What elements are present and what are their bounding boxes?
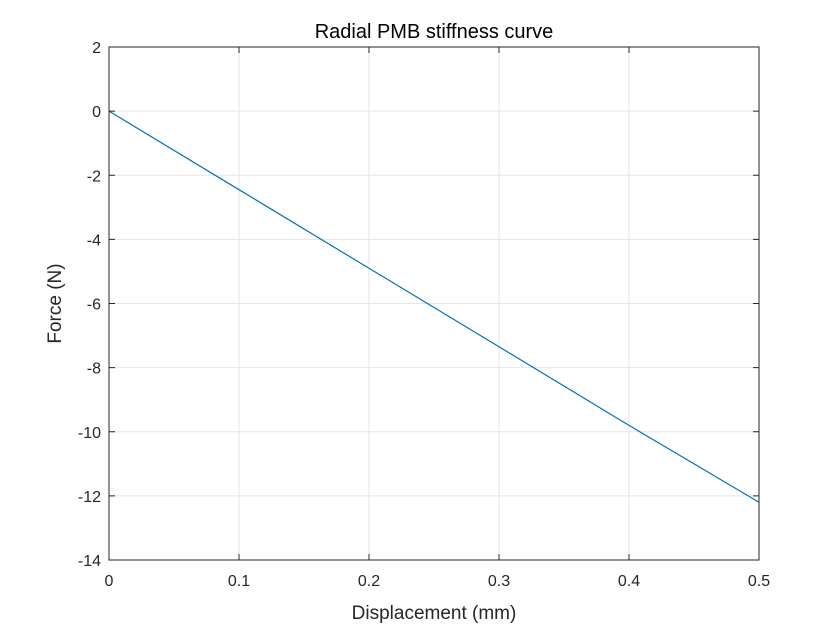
x-tick-label: 0.3 [488,573,510,590]
series-line [108,110,760,503]
y-tick-label: -6 [87,297,101,314]
series-layer [108,110,760,503]
x-tick-label: 0 [105,573,114,590]
grid-layer [108,46,760,561]
y-tick-label: -8 [87,361,101,378]
x-tick-label: 0.4 [618,573,640,590]
tick-layer: 0 0.1 0.2 0.3 0.4 0.5 -14 -12 -10 -8 -6 -4 -2 0 2 [78,40,770,590]
x-tick-label: 0.5 [748,573,770,590]
y-tick-label: -12 [78,489,101,506]
y-tick-label: 2 [92,40,101,57]
y-tick-label: -14 [78,553,101,570]
x-axis-label: Displacement (mm) [352,603,517,624]
x-tick-label: 0.1 [228,573,250,590]
y-tick-label: -10 [78,425,101,442]
y-tick-label: 0 [92,104,101,121]
y-axis-label: Force (N) [45,263,66,343]
chart-title: Radial PMB stiffness curve [315,21,554,43]
y-tick-label: -4 [87,232,101,249]
x-tick-label: 0.2 [358,573,380,590]
y-tick-label: -2 [87,168,101,185]
